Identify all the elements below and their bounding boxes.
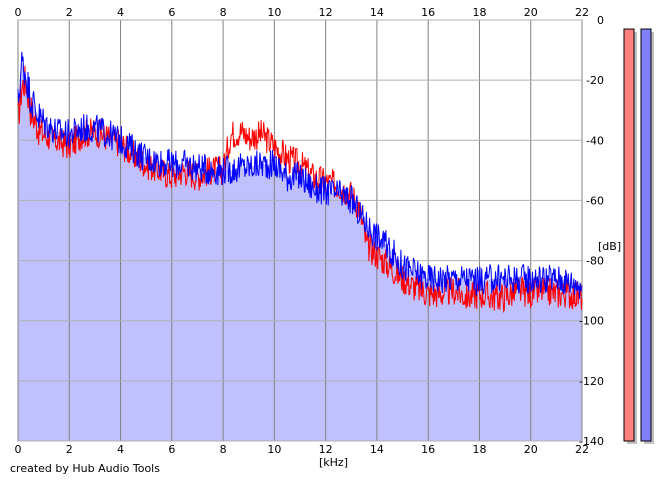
x-tick-label-top: 18 <box>472 6 486 19</box>
series-line-blue <box>17 51 583 299</box>
y-tick-label: -120 <box>579 375 604 388</box>
y-axis-unit: [dB] <box>598 240 622 253</box>
level-meter-bar <box>640 28 652 442</box>
level-meter-bar <box>623 28 635 442</box>
x-tick-label-top: 20 <box>524 6 538 19</box>
x-tick-label-top: 10 <box>267 6 281 19</box>
x-tick-label-bottom: 18 <box>472 443 486 456</box>
y-tick-label: -60 <box>586 194 604 207</box>
y-tick-label: -80 <box>586 255 604 268</box>
grid <box>17 19 583 442</box>
y-tick-label: 0 <box>597 14 604 27</box>
credit-label: created by Hub Audio Tools <box>10 462 160 475</box>
x-tick-label-top: 12 <box>319 6 333 19</box>
x-tick-label-top: 0 <box>15 6 22 19</box>
x-tick-label-top: 2 <box>66 6 73 19</box>
x-tick-label-bottom: 10 <box>267 443 281 456</box>
y-axis-ticks: 0 -20 -40 -60 -80 -100 -120 -140 <box>579 14 604 448</box>
x-axis-unit: [kHz] <box>319 456 348 469</box>
spectrum-fill <box>18 62 582 441</box>
x-tick-label-bottom: 20 <box>524 443 538 456</box>
x-tick-label-top: 6 <box>168 6 175 19</box>
x-tick-label-top: 22 <box>575 6 589 19</box>
x-tick-label-bottom: 4 <box>117 443 124 456</box>
x-tick-label-bottom: 12 <box>319 443 333 456</box>
x-tick-label-top: 8 <box>220 6 227 19</box>
x-tick-label-bottom: 8 <box>220 443 227 456</box>
y-tick-label: -100 <box>579 315 604 328</box>
x-tick-label-bottom: 14 <box>370 443 384 456</box>
y-tick-label: -140 <box>579 435 604 448</box>
x-tick-label-bottom: 6 <box>168 443 175 456</box>
level-meters <box>623 28 654 445</box>
y-tick-label: -40 <box>586 134 604 147</box>
x-tick-label-bottom: 2 <box>66 443 73 456</box>
x-tick-label-top: 16 <box>421 6 435 19</box>
x-tick-label-top: 4 <box>117 6 124 19</box>
plot-area <box>17 19 583 442</box>
x-tick-label-bottom: 16 <box>421 443 435 456</box>
x-tick-label-bottom: 22 <box>575 443 589 456</box>
series-layer <box>17 51 583 313</box>
y-tick-label: -20 <box>586 74 604 87</box>
x-tick-label-top: 14 <box>370 6 384 19</box>
x-tick-label-bottom: 0 <box>15 443 22 456</box>
